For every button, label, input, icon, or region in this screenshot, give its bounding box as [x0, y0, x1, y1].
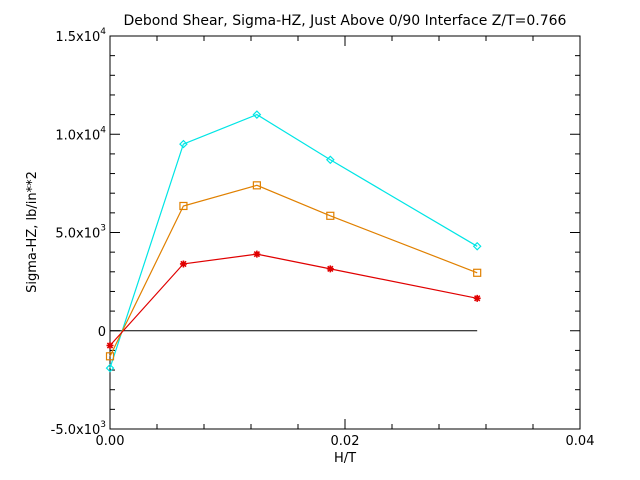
y-tick-label: -5.0x103 [51, 420, 106, 438]
data-point-2-4 [473, 294, 481, 302]
data-point-0-1 [179, 139, 188, 149]
data-point-2-2 [253, 250, 261, 258]
x-tick-label: 0.00 [96, 434, 125, 449]
data-point-2-3 [326, 265, 334, 273]
data-point-2-1 [179, 260, 187, 268]
data-point-0-0 [105, 363, 115, 373]
chart-title: Debond Shear, Sigma-HZ, Just Above 0/90 … [124, 13, 567, 29]
data-series [105, 110, 482, 373]
data-point-0-2 [252, 110, 262, 119]
data-point-0-3 [325, 155, 335, 165]
axis-ticks [109, 35, 581, 430]
data-point-2-0 [106, 341, 114, 349]
y-tick-labels: -5.0x103 0 5.0x103 1.0x104 1.5x104 [51, 27, 107, 438]
data-point-1-0 [105, 352, 115, 361]
series-line-0 [109, 113, 478, 369]
data-point-1-1 [179, 201, 188, 211]
y-axis-label: Sigma-HZ, lb/in**2 [25, 171, 40, 293]
data-point-1-3 [326, 211, 335, 220]
y-tick-label: 5.0x103 [55, 224, 106, 242]
y-tick-label: 1.0x104 [55, 125, 106, 143]
x-axis-label: H/T [334, 451, 356, 466]
y-tick-label: 0 [98, 325, 106, 340]
x-tick-label: 0.04 [566, 434, 595, 449]
plot-frame [109, 35, 581, 430]
series-line-2 [109, 253, 478, 346]
data-point-1-2 [252, 181, 261, 190]
x-tick-labels: 0.00 0.02 0.04 [96, 434, 595, 449]
data-point-0-4 [472, 241, 482, 251]
series-line-1 [109, 184, 478, 357]
data-point-1-4 [473, 268, 482, 277]
y-tick-label: 1.5x104 [55, 27, 106, 45]
x-tick-label: 0.02 [331, 434, 360, 449]
